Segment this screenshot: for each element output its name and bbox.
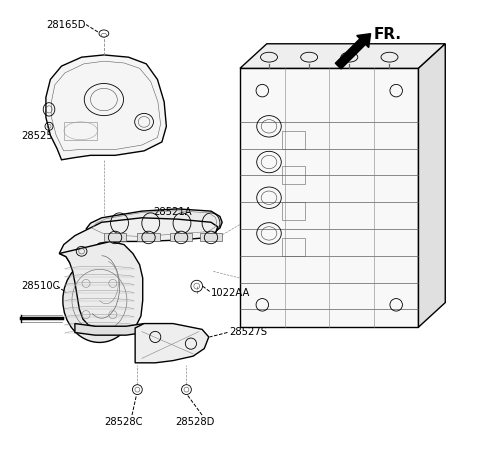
FancyArrow shape: [336, 34, 371, 69]
Polygon shape: [59, 242, 143, 330]
Text: 28525K: 28525K: [21, 131, 60, 141]
Polygon shape: [135, 324, 209, 363]
Polygon shape: [170, 233, 192, 242]
Text: 28165D: 28165D: [46, 20, 85, 30]
Polygon shape: [200, 233, 222, 242]
Text: 28527S: 28527S: [229, 327, 267, 338]
Text: 28528C: 28528C: [104, 417, 143, 427]
Polygon shape: [137, 233, 160, 242]
Polygon shape: [240, 44, 445, 68]
Ellipse shape: [63, 258, 136, 343]
Polygon shape: [240, 68, 419, 327]
Polygon shape: [46, 55, 167, 160]
Polygon shape: [75, 324, 144, 335]
Polygon shape: [59, 218, 218, 264]
Polygon shape: [104, 233, 126, 242]
Text: 28521A: 28521A: [153, 207, 192, 217]
Text: FR.: FR.: [374, 27, 402, 42]
Polygon shape: [86, 209, 222, 238]
Text: 28528D: 28528D: [175, 417, 215, 427]
Polygon shape: [419, 44, 445, 327]
Text: 1022AA: 1022AA: [211, 288, 251, 298]
Text: 28510C: 28510C: [21, 281, 60, 291]
